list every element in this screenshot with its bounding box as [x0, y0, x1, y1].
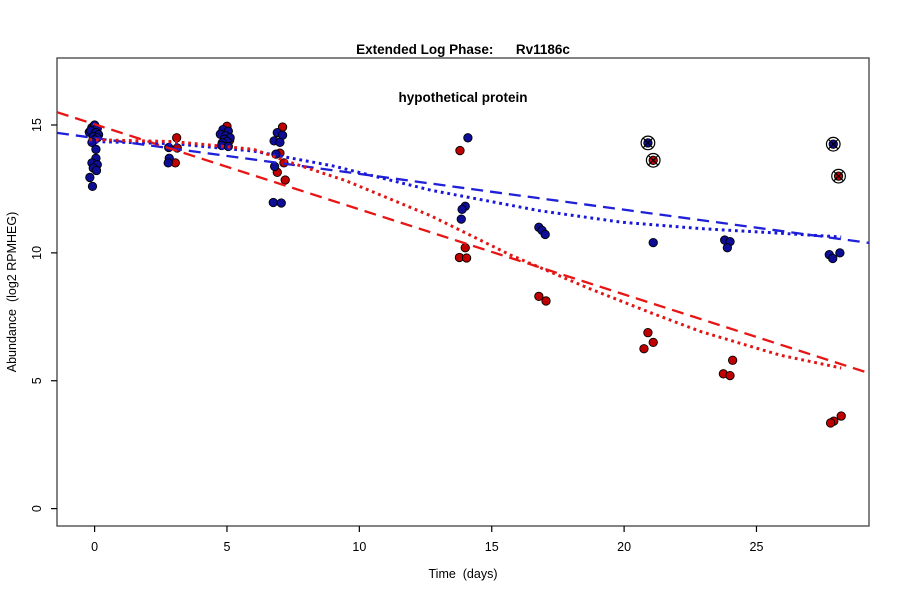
blue-data-point [722, 243, 733, 253]
red-dotted-fit-line [89, 138, 842, 370]
blue-data-point [835, 248, 845, 258]
blue-data-point [163, 158, 173, 168]
red-data-point [460, 243, 470, 253]
red-data-point [461, 253, 472, 263]
x-tick-label: 20 [617, 540, 631, 554]
outlier-x-mark [828, 138, 839, 150]
red-data-point [639, 344, 649, 354]
red-data-point [280, 175, 290, 185]
red-flagged-point [831, 168, 846, 184]
outlier-x-mark [648, 155, 659, 166]
x-tick-label: 0 [91, 540, 98, 554]
blue-data-point [540, 229, 550, 240]
y-tick-label: 5 [30, 377, 44, 384]
points-layer [84, 120, 846, 428]
red-data-point [648, 337, 658, 348]
blue-data-point [276, 198, 286, 208]
y-tick-label: 10 [30, 246, 44, 260]
blue-data-point [85, 172, 95, 183]
blue-data-point [268, 197, 278, 208]
red-data-point [541, 296, 551, 306]
outlier-x-mark [642, 137, 654, 149]
outlier-x-mark [833, 170, 844, 182]
chart-subtitle: hypothetical protein [398, 90, 528, 105]
red-data-point [725, 370, 735, 381]
blue-data-point [91, 144, 101, 154]
x-tick-label: 25 [750, 540, 764, 554]
blue-dashed-fit-line [57, 131, 869, 245]
plot-box [56, 57, 870, 527]
chart-title: Extended Log Phase: Rv1186c [356, 42, 570, 57]
blue-data-point [91, 165, 102, 176]
outlier-circle-mark [825, 136, 841, 152]
y-axis-label: Abundance (log2 RPMHEG) [5, 212, 19, 373]
blue-dotted-fit-line [89, 139, 842, 239]
y-tick-label: 15 [30, 118, 44, 132]
x-tick-label: 10 [352, 540, 366, 554]
blue-data-point [457, 204, 467, 215]
red-dashed-fit-line [57, 111, 869, 375]
outlier-circle-mark [640, 135, 656, 151]
outlier-circle-mark [645, 152, 661, 168]
x-tick-label: 15 [485, 540, 499, 554]
red-data-point [836, 411, 846, 421]
red-data-point [455, 145, 465, 156]
blue-data-point [275, 137, 285, 148]
red-flagged-point [645, 152, 661, 168]
blue-data-point [87, 181, 98, 192]
x-tick-label: 5 [223, 540, 230, 554]
blue-flagged-point [640, 135, 656, 151]
blue-flagged-point [825, 136, 841, 152]
outlier-circle-mark [831, 168, 846, 184]
blue-data-point [648, 237, 658, 248]
blue-data-point [456, 214, 466, 224]
chart-title-block: Extended Log Phase: Rv1186c hypothetical… [57, 10, 869, 138]
y-tick-label: 0 [30, 505, 44, 512]
blue-data-point [828, 253, 838, 264]
red-data-point [643, 328, 653, 338]
red-data-point [825, 418, 836, 428]
red-data-point [728, 355, 738, 365]
blue-data-point [463, 133, 473, 143]
red-data-point [534, 291, 544, 301]
fit-lines-layer [57, 111, 869, 375]
x-axis-label: Time (days) [429, 567, 498, 581]
